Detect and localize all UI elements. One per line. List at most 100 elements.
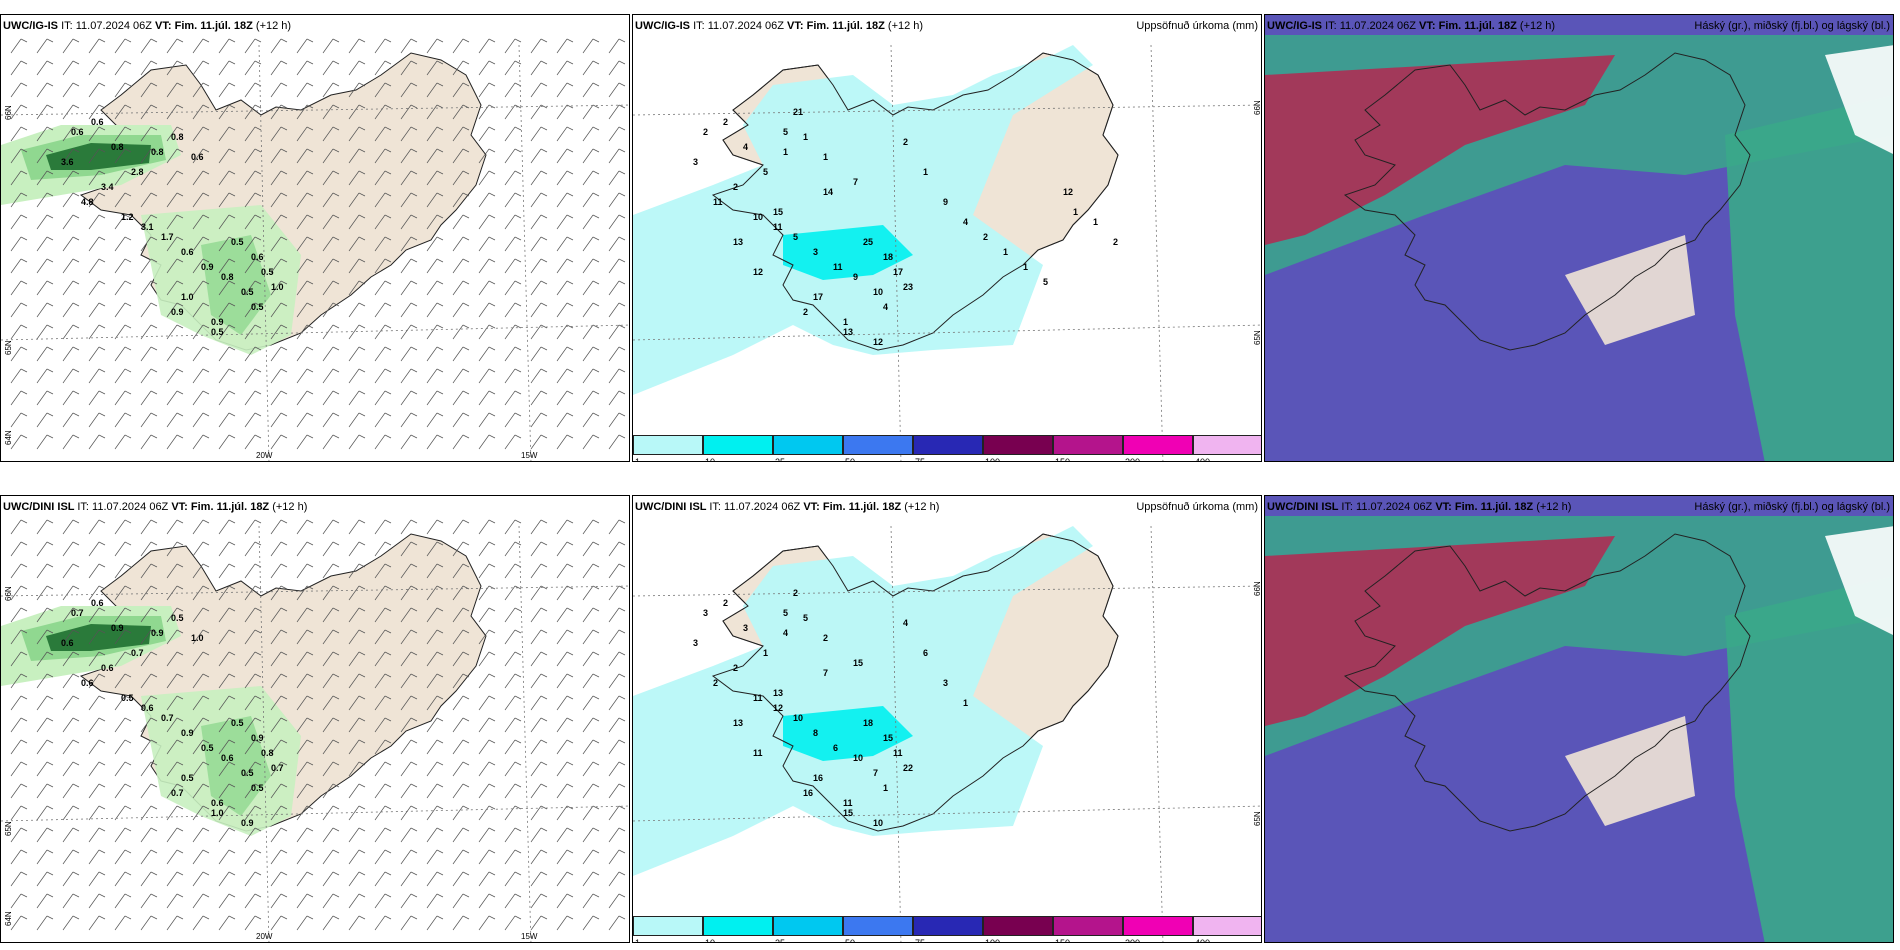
panel-title: UWC/DINI ISL IT: 11.07.2024 06Z VT: Fim.… [3, 501, 307, 513]
longitude-label: 15W [521, 932, 538, 941]
value-label: 0.6 [101, 663, 114, 673]
legend-swatch: 10 [703, 435, 773, 461]
value-label: 17 [813, 292, 823, 302]
latitude-label: 64N [4, 911, 13, 926]
legend-value: 1 [635, 938, 641, 943]
value-label: 1.0 [271, 282, 284, 292]
init-time: IT: 11.07.2024 06Z [61, 20, 156, 32]
map-panel-precip-row1: 2 2 4 1 1 1 3 5 2 11 10 11 5 3 11 9 10 4 2 1 25 18 17 23 17 13 12 1… [632, 14, 1262, 462]
value-label: 10 [873, 287, 883, 297]
value-label: 3 [703, 608, 708, 618]
latitude-label: 66N [4, 105, 13, 120]
value-label: 0.5 [241, 768, 254, 778]
value-label: 4 [743, 142, 748, 152]
value-label: 3 [813, 247, 818, 257]
latitude-label: 65N [4, 821, 13, 836]
value-label: 3.6 [61, 157, 74, 167]
wind-map: 0.70.60.9 0.90.51.00.60.70.60.60.50.60.70… [1, 519, 629, 942]
legend-value: 150 [1055, 938, 1071, 943]
value-label: 11 [773, 222, 783, 232]
value-label: 12 [753, 267, 763, 277]
value-label: 10 [793, 713, 803, 723]
legend-value: 100 [985, 938, 1001, 943]
value-label: 1 [1003, 247, 1008, 257]
value-label: 4 [883, 302, 888, 312]
value-label: 0.7 [71, 608, 84, 618]
latitude-label: 66N [1253, 581, 1262, 596]
value-label: 0.5 [251, 302, 264, 312]
panel-title: UWC/IG-IS IT: 11.07.2024 06Z VT: Fim. 11… [3, 20, 291, 32]
value-label: 0.8 [261, 748, 274, 758]
legend-swatch: 150 [1053, 435, 1123, 461]
value-label: 1 [1093, 217, 1098, 227]
legend-swatch: 150 [1053, 916, 1123, 942]
legend-value: 50 [845, 938, 856, 943]
precip-map: 224 1113521110115311910421251817231713121… [633, 44, 1261, 461]
value-label: 0.6 [141, 703, 154, 713]
value-label: 4 [963, 217, 968, 227]
value-label: 5 [793, 232, 798, 242]
model-name: UWC/DINI ISL [1267, 501, 1342, 513]
legend-swatch: 400 [1193, 435, 1261, 461]
panel-title: UWC/IG-IS IT: 11.07.2024 06Z VT: Fim. 11… [1267, 20, 1555, 32]
value-label: 3.1 [141, 222, 154, 232]
value-label: 11 [843, 798, 853, 808]
init-time: IT: 11.07.2024 06Z [1341, 501, 1436, 513]
value-label: 1 [883, 783, 888, 793]
value-label: 0.9 [251, 733, 264, 743]
value-label: 18 [883, 252, 893, 262]
value-label: 2 [733, 663, 738, 673]
value-label: 1 [763, 648, 768, 658]
value-label: 10 [853, 753, 863, 763]
value-label: 11 [833, 262, 843, 272]
legend-value: 400 [1195, 938, 1211, 943]
panel-title: UWC/IG-IS IT: 11.07.2024 06Z VT: Fim. 11… [635, 20, 923, 32]
value-label: 1 [1023, 262, 1028, 272]
map-panel-cloud-row1: UWC/IG-IS IT: 11.07.2024 06Z VT: Fim. 11… [1264, 14, 1894, 462]
value-label: 2 [983, 232, 988, 242]
value-label: 11 [753, 748, 763, 758]
value-label: 0.9 [201, 262, 214, 272]
value-label: 5 [803, 613, 808, 623]
value-label: 8 [813, 728, 818, 738]
value-label: 6 [923, 648, 928, 658]
legend-value: 75 [915, 938, 926, 943]
value-label: 4 [783, 628, 788, 638]
value-label: 10 [753, 212, 763, 222]
value-label: 0.5 [121, 693, 134, 703]
value-label: 0.5 [201, 743, 214, 753]
valid-time: VT: Fim. 11.júl. 18Z [803, 501, 905, 513]
legend-swatch: 400 [1193, 916, 1261, 942]
valid-time: VT: Fim. 11.júl. 18Z [1435, 501, 1537, 513]
model-name: UWC/DINI ISL [635, 501, 710, 513]
legend-value: 25 [775, 457, 786, 462]
value-label: 13 [843, 327, 853, 337]
map-panel-cloud-row2: UWC/DINI ISL IT: 11.07.2024 06Z VT: Fim.… [1264, 495, 1894, 943]
value-label: 0.5 [211, 327, 224, 337]
legend-swatch: 75 [913, 435, 983, 461]
value-label: 21 [793, 107, 803, 117]
field-title: Háský (gr.), miðský (fj.bl.) og lágský (… [1694, 20, 1890, 32]
model-name: UWC/IG-IS [1267, 20, 1326, 32]
value-label: 5 [763, 167, 768, 177]
value-label: 18 [863, 718, 873, 728]
lead-time: (+12 h) [255, 20, 292, 32]
value-label: 7 [853, 177, 858, 187]
wind-map: 0.6 0.6 0.8 0.8 0.8 0.6 3.6 2.8 3.4 4.8 1.2 3.1 1.7 0… [1, 38, 629, 461]
value-label: 0.9 [241, 818, 254, 828]
value-label: 0.5 [231, 237, 244, 247]
value-label: 2 [713, 678, 718, 688]
value-label: 1 [783, 147, 788, 157]
value-label: 1 [923, 167, 928, 177]
valid-time: VT: Fim. 11.júl. 18Z [171, 501, 273, 513]
valid-time: VT: Fim. 11.júl. 18Z [155, 20, 256, 32]
lead-time: (+12 h) [1519, 20, 1556, 32]
value-label: 0.7 [161, 713, 174, 723]
value-label: 0.5 [251, 783, 264, 793]
legend-value: 200 [1125, 938, 1141, 943]
value-label: 2 [903, 137, 908, 147]
legend-swatch: 25 [773, 435, 843, 461]
value-label: 1.2 [121, 212, 134, 222]
legend-swatch: 1 [633, 916, 703, 942]
field-title: Háský (gr.), miðský (fj.bl.) og lágský (… [1694, 501, 1890, 513]
